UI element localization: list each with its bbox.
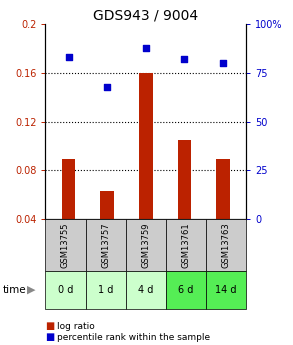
Bar (166, 219, 206, 271)
Point (105, 84, 110, 89)
Text: 0 d: 0 d (58, 285, 73, 295)
Bar (178, 140, 191, 219)
Bar (86, 271, 126, 309)
Text: log ratio: log ratio (57, 322, 95, 331)
Bar (126, 271, 166, 309)
Bar (86, 219, 126, 271)
Point (144, 45, 148, 50)
Text: GSM13755: GSM13755 (61, 222, 70, 268)
Text: GSM13761: GSM13761 (181, 222, 190, 268)
Text: ■: ■ (45, 333, 55, 342)
Text: 6 d: 6 d (178, 285, 194, 295)
Point (221, 60, 225, 66)
Bar (45, 271, 86, 309)
Text: GSM13757: GSM13757 (101, 222, 110, 268)
Bar (100, 191, 114, 219)
Point (66, 55, 71, 60)
Bar (45, 219, 86, 271)
Text: ▶: ▶ (26, 285, 35, 295)
Bar (126, 219, 166, 271)
Bar (139, 73, 153, 219)
Bar (216, 159, 230, 219)
Text: time: time (3, 285, 27, 295)
Bar (206, 271, 246, 309)
Text: GSM13759: GSM13759 (141, 222, 150, 268)
Bar (206, 219, 246, 271)
Text: ■: ■ (45, 321, 55, 331)
Bar (62, 159, 75, 219)
Text: 4 d: 4 d (138, 285, 154, 295)
Bar (166, 271, 206, 309)
Text: 1 d: 1 d (98, 285, 113, 295)
Point (182, 57, 187, 62)
Text: GSM13763: GSM13763 (222, 222, 231, 268)
Text: 14 d: 14 d (215, 285, 237, 295)
Title: GDS943 / 9004: GDS943 / 9004 (93, 9, 198, 23)
Text: percentile rank within the sample: percentile rank within the sample (57, 333, 210, 342)
